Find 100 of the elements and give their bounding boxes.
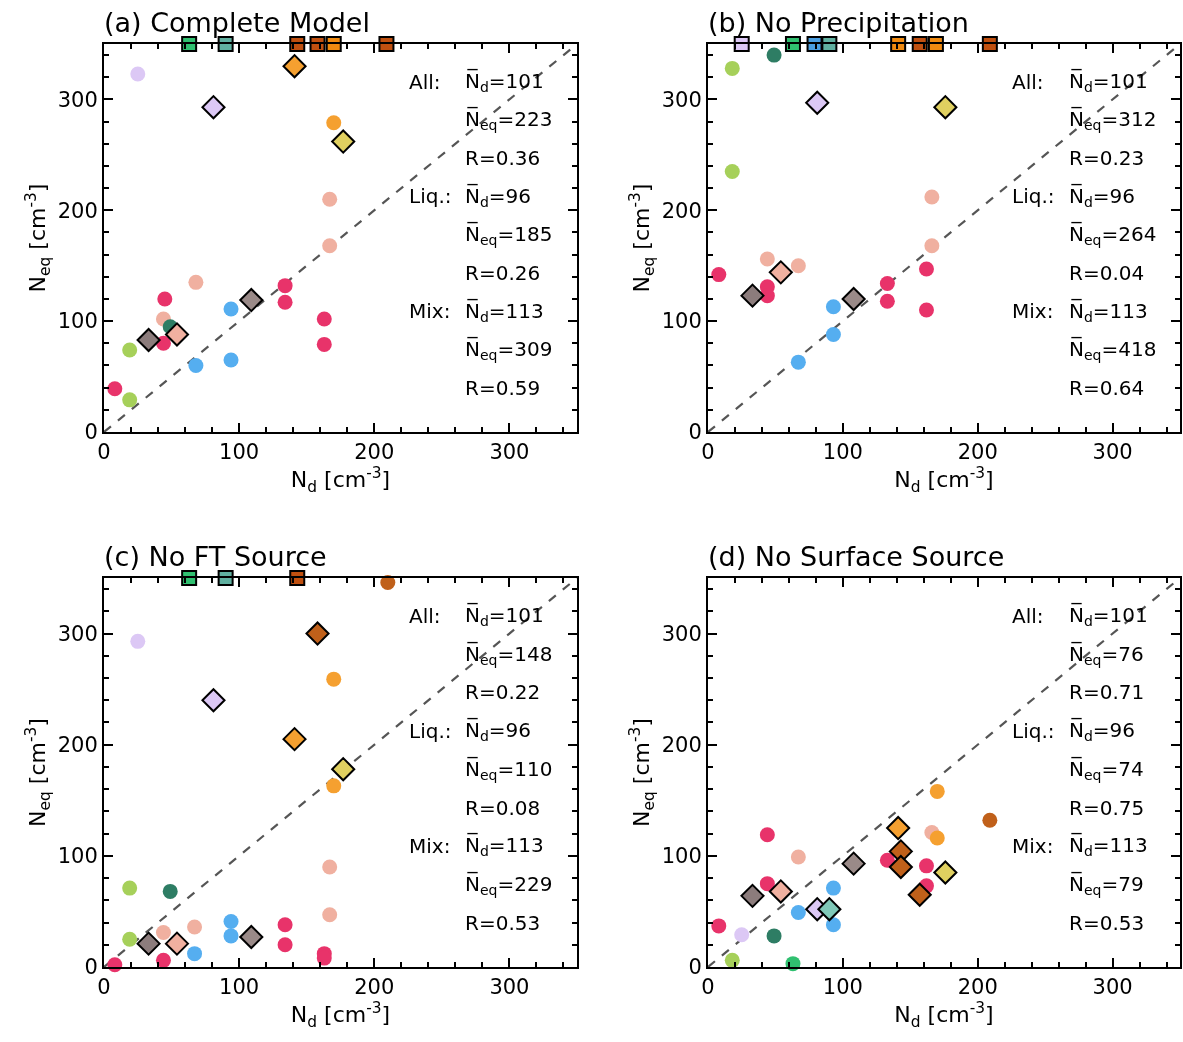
point (277, 917, 293, 933)
point (187, 946, 203, 962)
annotation: N̅$_{eq}$=229 (465, 871, 553, 898)
point (164, 931, 190, 956)
annotation: N̅$_{eq}$=309 (465, 336, 553, 363)
point (805, 90, 830, 115)
point (918, 858, 934, 874)
point (122, 392, 138, 408)
point (933, 860, 958, 885)
point (282, 727, 307, 752)
x-axis-title: N$_{d}$ [cm$^{-3}$] (894, 464, 994, 497)
annotation: R=0.71 (1069, 680, 1145, 704)
annotation: N̅$_{eq}$=185 (465, 221, 553, 248)
annotation: N̅$_{d}$=101 (465, 68, 544, 95)
x-tick-label: 300 (1092, 440, 1133, 465)
annotation: N̅$_{d}$=101 (465, 602, 544, 629)
point (316, 311, 332, 327)
annotation: R=0.26 (465, 261, 541, 285)
annotation: N̅$_{d}$=96 (1069, 183, 1136, 210)
point (724, 952, 740, 968)
point (929, 783, 945, 799)
x-tick-label: 100 (219, 440, 260, 465)
point (918, 302, 934, 318)
annotation: R=0.75 (1069, 796, 1145, 820)
point (711, 267, 727, 283)
point (157, 291, 173, 307)
point (886, 816, 911, 841)
x-tick-label: 100 (822, 975, 863, 1000)
y-tick-label: 300 (661, 87, 702, 112)
point (790, 849, 806, 865)
x-tick-label: 200 (957, 975, 998, 1000)
point (888, 854, 913, 880)
point (740, 883, 765, 908)
point (136, 931, 161, 956)
annotation: R=0.36 (465, 146, 541, 170)
point (201, 95, 226, 120)
y-tick-label: 100 (661, 309, 702, 334)
point (817, 897, 842, 922)
x-tick-label: 100 (219, 975, 260, 1000)
annotation: N̅$_{eq}$=312 (1069, 106, 1157, 133)
point (766, 928, 782, 944)
point (768, 879, 793, 904)
annotation: All: (1012, 70, 1044, 94)
x-tick-label: 200 (957, 440, 998, 465)
annotation: N̅$_{eq}$=418 (1069, 336, 1157, 363)
y-tick-label: 100 (57, 844, 98, 869)
x-tick-label: 300 (489, 440, 530, 465)
point (918, 261, 934, 277)
annotation: N̅$_{eq}$=79 (1069, 871, 1144, 898)
annotation: N̅$_{eq}$=110 (465, 756, 553, 783)
x-tick-label: 200 (354, 975, 395, 1000)
y-tick-label: 0 (688, 420, 702, 445)
annotation: Liq.: (409, 184, 452, 208)
x-tick-label: 300 (489, 975, 530, 1000)
chart-title: (a) Complete Model (104, 7, 370, 38)
point (331, 129, 356, 154)
point (164, 322, 190, 347)
point (825, 917, 841, 933)
annotation: R=0.53 (1069, 911, 1145, 935)
y-tick-label: 100 (57, 309, 98, 334)
point (790, 905, 806, 921)
point (825, 880, 841, 896)
annotation: Liq.: (1012, 184, 1055, 208)
point (122, 880, 138, 896)
point (162, 883, 178, 899)
annotation: All: (409, 604, 441, 628)
y-tick-label: 0 (84, 955, 98, 980)
point (316, 336, 332, 352)
y-tick-label: 0 (688, 955, 702, 980)
annotation: N̅$_{eq}$=264 (1069, 221, 1157, 248)
y-tick-label: 200 (661, 198, 702, 223)
point (188, 357, 204, 373)
x-tick-label: 300 (1092, 975, 1133, 1000)
annotation: N̅$_{d}$=96 (465, 717, 532, 744)
annotation: R=0.04 (1069, 261, 1145, 285)
point (201, 688, 226, 713)
point (277, 278, 293, 294)
annotation: All: (409, 70, 441, 94)
annotation: Mix: (1012, 834, 1054, 858)
point (711, 918, 727, 934)
chart-title: (c) No FT Source (104, 541, 327, 572)
annotation: R=0.08 (465, 796, 541, 820)
annotation: R=0.64 (1069, 376, 1145, 400)
point (841, 286, 866, 312)
annotation: N̅$_{eq}$=76 (1069, 641, 1144, 668)
annotation: N̅$_{d}$=96 (1069, 717, 1136, 744)
chart-title: (d) No Surface Source (708, 541, 1005, 572)
point (155, 952, 171, 968)
x-axis-title: N$_{d}$ [cm$^{-3}$] (894, 999, 994, 1032)
point (122, 342, 138, 358)
y-tick-label: 0 (84, 420, 98, 445)
annotation: N̅$_{d}$=96 (465, 183, 532, 210)
point (841, 851, 866, 876)
annotation: R=0.59 (465, 376, 541, 400)
annotation: Liq.: (1012, 719, 1055, 743)
point (929, 830, 945, 846)
point (825, 326, 841, 342)
annotation: N̅$_{d}$=101 (1069, 68, 1148, 95)
point (724, 163, 740, 179)
y-tick-label: 100 (661, 844, 702, 869)
